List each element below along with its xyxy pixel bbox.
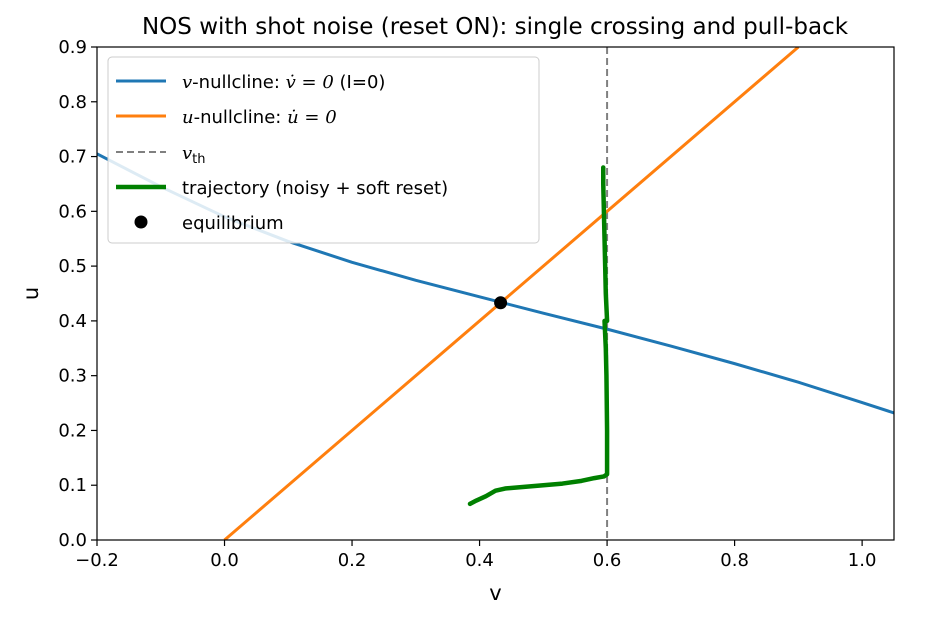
legend-u-math: u̇ = 0 [287,107,337,128]
legend-u-main: -nullcline: [194,107,287,128]
y-tick-label: 0.8 [58,92,87,113]
y-tick-label: 0.4 [58,311,87,332]
legend-v-suffix: (I=0) [334,72,386,93]
x-tick-label: 1.0 [848,550,877,571]
y-tick-label: 0.6 [58,201,87,222]
trajectory-line [467,165,610,507]
x-axis: −0.2 0.0 0.2 0.4 0.6 0.8 1.0 [75,540,876,571]
x-tick-label: 0.8 [720,550,749,571]
legend-v-main: -nullcline: [192,72,285,93]
y-tick-label: 0.9 [58,37,87,58]
legend-label-u-nullcline: u-nullcline: u̇ = 0 [182,107,337,128]
y-axis: 0.0 0.1 0.2 0.3 0.4 0.5 0.6 0.7 0.8 0.9 [58,37,97,551]
legend-label-trajectory: trajectory (noisy + soft reset) [182,178,448,199]
equilibrium-point [494,296,508,310]
legend-v-math: v̇ = 0 [286,72,334,93]
legend-vth-prefix: v [182,143,192,164]
x-tick-label: −0.2 [75,550,119,571]
y-tick-label: 0.2 [58,420,87,441]
y-tick-label: 0.1 [58,475,87,496]
legend-label-v-nullcline: v-nullcline: v̇ = 0 (I=0) [182,72,385,93]
x-tick-label: 0.4 [465,550,494,571]
chart-title: NOS with shot noise (reset ON): single c… [142,14,849,40]
y-axis-label: u [19,287,43,300]
u-nullcline-line [223,47,800,540]
x-axis-label: v [489,581,501,605]
y-tick-label: 0.0 [58,530,87,551]
x-tick-label: 0.2 [338,550,367,571]
y-tick-label: 0.7 [58,147,87,168]
legend-label-equilibrium: equilibrium [182,213,284,234]
y-tick-label: 0.3 [58,366,87,387]
plot-frame [96,46,895,541]
legend-swatch-equilibrium [134,215,148,229]
x-tick-label: 0.0 [210,550,239,571]
legend-vth-sub: th [192,152,205,167]
legend: v-nullcline: v̇ = 0 (I=0) u-nullcline: u… [107,56,540,244]
legend-box [107,56,540,244]
legend-label-vth: vth [182,143,206,167]
y-tick-label: 0.5 [58,256,87,277]
legend-v-prefix: v [182,72,192,93]
legend-u-prefix: u [182,107,194,128]
x-tick-label: 0.6 [593,550,622,571]
